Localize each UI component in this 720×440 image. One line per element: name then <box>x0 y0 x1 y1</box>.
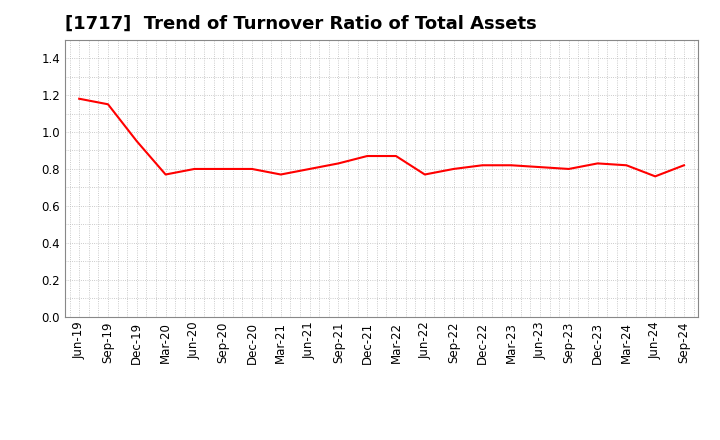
Text: [1717]  Trend of Turnover Ratio of Total Assets: [1717] Trend of Turnover Ratio of Total … <box>65 15 536 33</box>
